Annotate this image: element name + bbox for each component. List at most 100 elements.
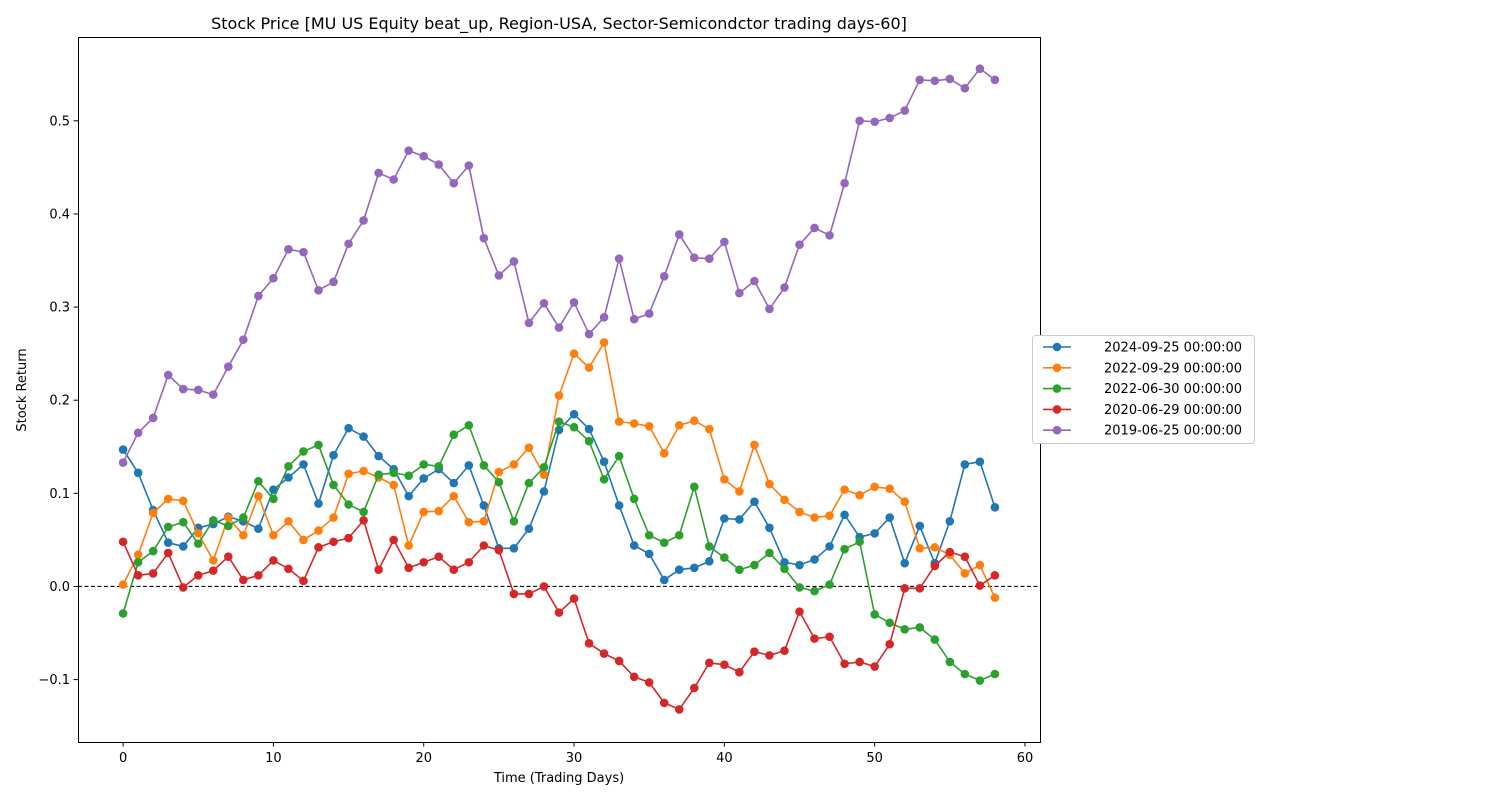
data-point	[193, 539, 203, 548]
data-point	[945, 74, 955, 84]
data-point	[524, 443, 534, 453]
data-point	[118, 458, 128, 467]
data-point	[239, 575, 248, 585]
data-point	[344, 500, 353, 509]
data-point	[735, 288, 744, 298]
data-point	[930, 635, 940, 644]
data-point	[990, 75, 1000, 85]
data-point	[133, 428, 143, 438]
data-point	[554, 391, 564, 400]
data-point	[374, 565, 383, 575]
data-point	[569, 422, 579, 432]
data-point	[825, 511, 834, 520]
data-point	[299, 447, 308, 456]
data-point	[389, 535, 398, 545]
x-axis-label: Time (Trading Days)	[493, 771, 624, 786]
data-point	[599, 457, 609, 466]
legend-swatch-marker	[1052, 363, 1062, 373]
data-point	[178, 542, 188, 551]
data-point	[870, 529, 879, 538]
data-point	[810, 586, 819, 596]
data-point	[254, 571, 263, 580]
data-point	[314, 543, 323, 552]
data-point	[419, 460, 429, 469]
x-tick-label: 40	[716, 751, 733, 766]
legend-swatch-marker	[1052, 405, 1062, 414]
data-point	[299, 460, 308, 469]
data-point	[464, 517, 474, 527]
data-point	[539, 462, 549, 472]
data-point	[825, 580, 834, 589]
data-point	[329, 480, 338, 490]
data-point	[689, 563, 699, 573]
data-point	[840, 178, 849, 188]
data-point	[449, 430, 459, 439]
data-point	[118, 537, 128, 547]
data-point	[870, 610, 879, 619]
data-point	[614, 501, 624, 510]
data-point	[975, 676, 985, 685]
data-point	[479, 501, 489, 510]
data-point	[990, 593, 1000, 602]
data-point	[930, 561, 940, 571]
data-point	[509, 589, 519, 599]
data-point	[599, 649, 609, 658]
data-point	[584, 363, 594, 372]
data-point	[254, 291, 263, 301]
data-point	[674, 705, 684, 714]
data-point	[208, 566, 218, 575]
data-point	[539, 470, 549, 480]
data-point	[329, 450, 338, 460]
data-point	[118, 445, 128, 454]
data-point	[584, 329, 594, 339]
data-point	[629, 419, 639, 428]
data-point	[885, 113, 894, 123]
data-point	[885, 639, 894, 649]
data-point	[329, 277, 338, 287]
data-point	[449, 491, 459, 501]
data-point	[795, 560, 804, 570]
data-point	[284, 473, 293, 482]
legend-swatch-marker	[1052, 425, 1062, 435]
data-point	[208, 516, 218, 525]
data-point	[780, 557, 789, 567]
data-point	[464, 421, 474, 430]
data-point	[494, 477, 504, 487]
data-point	[765, 523, 774, 533]
data-point	[795, 240, 804, 249]
data-point	[644, 530, 654, 540]
data-point	[960, 460, 970, 469]
legend-item: 2022-06-30 00:00:00	[1043, 382, 1242, 397]
data-point	[885, 484, 894, 493]
data-point	[855, 116, 864, 126]
data-point	[554, 323, 564, 332]
data-point	[750, 440, 759, 450]
data-point	[765, 651, 774, 660]
data-point	[524, 524, 534, 534]
data-point	[404, 146, 413, 155]
x-tick-label: 0	[119, 751, 127, 766]
data-point	[659, 538, 669, 547]
data-point	[674, 421, 684, 430]
data-point	[479, 541, 489, 550]
data-point	[900, 497, 910, 507]
y-tick-label: 0.0	[49, 580, 70, 595]
data-point	[494, 467, 504, 477]
series-3	[118, 516, 1000, 714]
data-point	[720, 660, 729, 669]
x-axis: 0 10 20 30 40 50 60	[119, 742, 1033, 766]
data-point	[269, 494, 278, 504]
y-tick-label: 0.4	[49, 207, 70, 222]
x-tick-label: 30	[566, 751, 583, 766]
data-point	[524, 589, 534, 599]
data-point	[945, 516, 955, 526]
data-point	[389, 175, 398, 184]
data-point	[148, 508, 158, 518]
data-point	[810, 634, 819, 643]
legend-swatch-marker	[1052, 342, 1062, 352]
data-point	[840, 544, 849, 554]
data-point	[720, 475, 729, 484]
data-point	[780, 283, 789, 292]
data-point	[840, 659, 849, 669]
y-tick-label: 0.3	[49, 301, 70, 316]
